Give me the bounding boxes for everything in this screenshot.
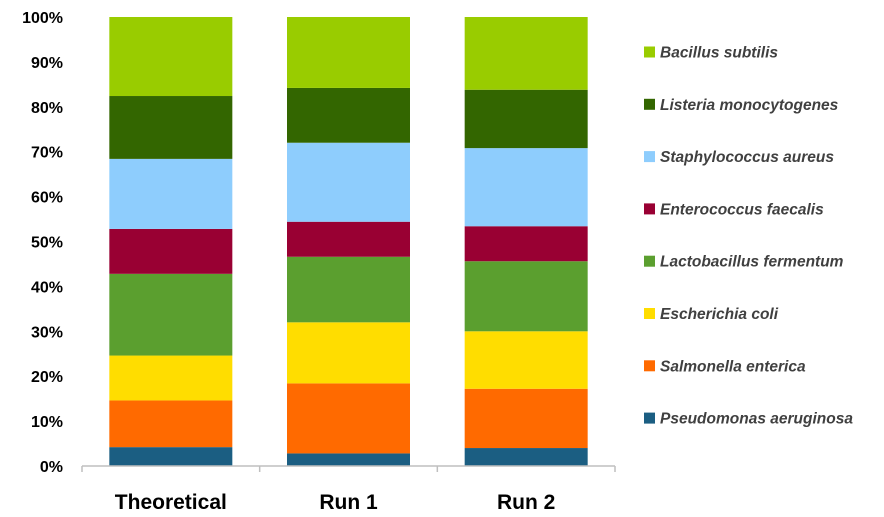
bar-segment-run-1-series-7 <box>287 17 410 88</box>
bar-segment-run-2-series-0 <box>464 448 588 466</box>
legend-label: Listeria monocytogenes <box>660 97 839 114</box>
y-tick-label: 100% <box>22 10 63 27</box>
legend-label: Salmonella enterica <box>660 358 806 375</box>
y-tick-label: 20% <box>31 369 63 386</box>
legend: Bacillus subtilis Listeria monocytogenes S… <box>644 45 853 428</box>
y-tick-label: 60% <box>31 190 63 207</box>
bar-segment-run-2-series-5 <box>464 148 588 227</box>
legend-label: Lactobacillus fermentum <box>660 254 844 271</box>
y-tick-label: 30% <box>31 324 63 341</box>
bar-segment-theoretical-series-2 <box>109 355 233 401</box>
bar-segment-theoretical-series-0 <box>109 447 233 466</box>
legend-label: Pseudomonas aeruginosa <box>660 411 853 428</box>
bar-segment-run-2-series-3 <box>464 261 588 332</box>
legend-swatch <box>644 203 655 215</box>
bar-segment-run-2-series-2 <box>464 331 588 389</box>
y-tick-label: 0% <box>40 459 63 476</box>
x-tick-label: Run 2 <box>497 491 555 514</box>
bar-segment-run-1-series-4 <box>287 221 410 257</box>
y-tick-label: 80% <box>31 100 63 117</box>
bar-segment-theoretical-series-3 <box>109 273 233 356</box>
y-tick-label: 70% <box>31 145 63 162</box>
bar-segment-run-1-series-1 <box>287 383 410 454</box>
legend-swatch <box>644 46 655 58</box>
axis-layer: Theoretical Run 1 Run 2 0% 10% 20% 30% 40% 50% 60… <box>22 10 616 514</box>
bar-segment-theoretical-series-6 <box>109 96 233 159</box>
x-tick-label: Run 1 <box>319 491 378 514</box>
legend-swatch <box>644 255 655 267</box>
legend-swatch <box>644 412 655 424</box>
legend-swatch <box>644 151 655 163</box>
y-tick-label: 40% <box>31 279 63 296</box>
bar-segment-run-2-series-1 <box>464 388 588 449</box>
legend-swatch <box>644 308 655 319</box>
y-tick-label: 50% <box>31 235 63 252</box>
bar-segment-run-1-series-6 <box>287 87 410 143</box>
bar-segment-run-1-series-2 <box>287 322 410 384</box>
bars-layer <box>109 17 588 466</box>
legend-label: Staphylococcus aureus <box>660 149 834 166</box>
bar-segment-run-2-series-7 <box>464 17 588 90</box>
bar-segment-run-2-series-6 <box>464 89 588 149</box>
y-tick-label: 90% <box>31 55 63 72</box>
bar-segment-theoretical-series-5 <box>109 158 233 229</box>
bar-segment-theoretical-series-1 <box>109 400 233 448</box>
bar-segment-theoretical-series-7 <box>109 17 233 97</box>
legend-swatch <box>644 98 655 110</box>
bar-segment-run-1-series-0 <box>287 453 410 466</box>
legend-label: Enterococcus faecalis <box>660 201 824 218</box>
legend-swatch <box>644 360 655 372</box>
legend-label: Escherichia coli <box>660 306 779 323</box>
bar-segment-theoretical-series-4 <box>109 228 233 274</box>
bar-segment-run-2-series-4 <box>464 226 588 262</box>
y-tick-label: 10% <box>31 414 63 431</box>
bar-segment-run-1-series-3 <box>287 256 410 323</box>
bar-segment-run-1-series-5 <box>287 142 410 222</box>
x-tick-label: Theoretical <box>115 491 227 514</box>
legend-label: Bacillus subtilis <box>660 45 778 62</box>
